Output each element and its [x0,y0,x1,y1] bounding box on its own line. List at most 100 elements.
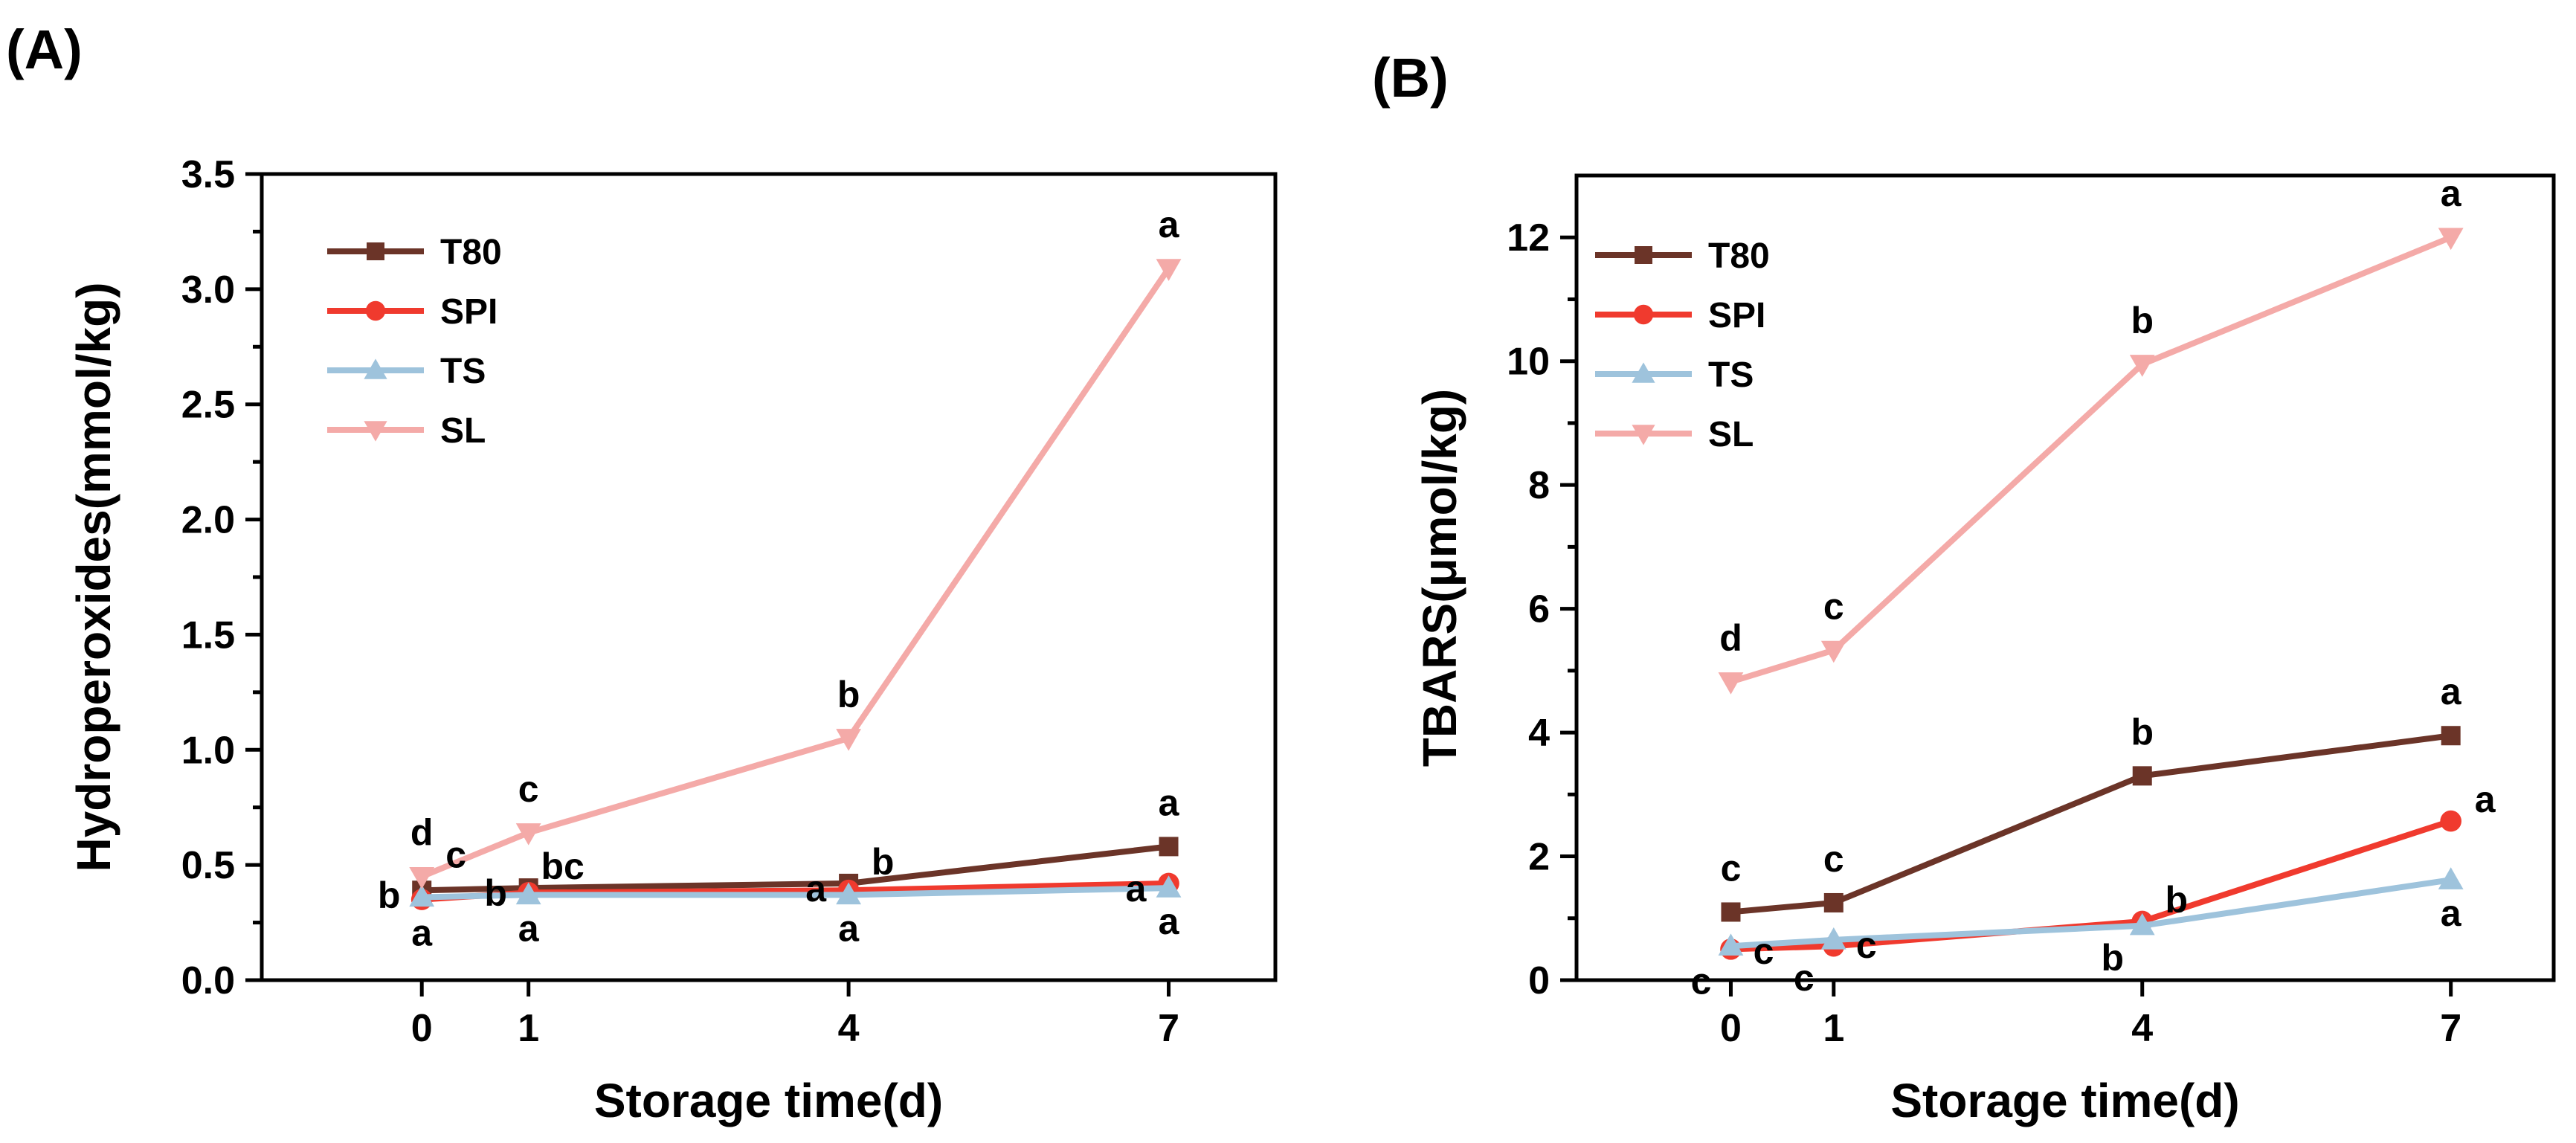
y-tick-label: 1.5 [181,614,235,657]
legend-label-t80: T80 [440,233,502,272]
x-tick-label: 0 [1720,1007,1742,1050]
plot-frame [1574,173,2556,982]
legend-label-sl: SL [1708,415,1754,454]
y-tick-label: 8 [1528,464,1550,507]
legend-marker-ts [1632,362,1655,383]
data-point-ts [515,882,541,905]
significance-label: c [445,834,466,876]
significance-label: a [805,868,827,909]
significance-label: c [1691,960,1712,1002]
panel-label: (A) [6,19,83,80]
x-tick-label: 7 [1158,1007,1179,1050]
x-tick-label: 7 [2440,1007,2461,1050]
legend: T80 SPI TS SL [327,233,502,451]
significance-label: b [2101,937,2124,979]
data-point-sl [1718,672,1744,695]
data-point-ts [1820,927,1846,950]
significance-label: c [1794,957,1815,999]
series-line-sl [1730,234,2453,685]
y-tick-label: 2 [1528,836,1550,879]
x-tick-label: 0 [411,1007,433,1050]
significance-label: b [2131,711,2154,753]
y-tick-label: 1.0 [181,729,235,772]
significance-label: a [2475,779,2496,820]
legend-marker-t80 [367,242,384,260]
data-point-t80 [1721,902,1741,922]
legend-label-t80: T80 [1708,236,1770,276]
y-tick-label: 12 [1507,216,1550,260]
series-line-ts [1730,877,2452,950]
series-ts [409,875,1182,907]
significance-label: a [1159,901,1180,942]
data-point-t80 [1159,837,1179,857]
significance-label: a [411,912,433,954]
significance-label: c [1754,930,1774,972]
significance-label: b [484,872,507,914]
data-point-sl [836,729,862,751]
data-point-t80 [2441,726,2461,746]
legend-marker-spi [1633,304,1654,325]
y-axis-title: TBARS(μmol/kg) [1413,389,1466,767]
data-point-sl [2438,228,2464,251]
y-tick-label: 0.0 [181,959,235,1002]
significance-label: c [518,768,539,810]
y-tick-label: 2.5 [181,384,235,427]
significance-label: c [1823,585,1844,627]
significance-label: bc [541,846,585,887]
y-tick-label: 2.0 [181,499,235,542]
x-tick-label: 4 [2131,1007,2153,1050]
panel-label: (B) [1372,47,1449,109]
significance-label: a [1159,204,1180,245]
data-point-spi [2440,810,2461,832]
legend-marker-t80 [1635,246,1652,264]
significance-label: c [1856,924,1877,966]
significance-label: a [1159,782,1180,823]
series-line-ts [422,885,1169,901]
plot-frame [260,172,1278,982]
legend-label-sl: SL [440,411,486,451]
significance-label: b [2131,300,2154,341]
y-tick-label: 0.5 [181,844,235,887]
legend-marker-sl [1632,425,1655,445]
legend-marker-ts [364,358,387,379]
significance-label: b [378,875,401,916]
series-line-sl [420,266,1171,880]
data-point-sl [1820,640,1846,663]
significance-label: b [2165,879,2188,921]
x-tick-label: 4 [838,1007,860,1050]
legend: T80 SPI TS SL [1595,236,1770,454]
y-tick-label: 10 [1507,341,1550,384]
data-point-ts [2129,912,2155,936]
data-point-ts [836,882,862,905]
significance-label: a [2441,892,2462,934]
legend-label-ts: TS [1708,355,1754,395]
y-axis-title: Hydroperoxides(mmol/kg) [67,282,120,872]
significance-label: c [1823,838,1844,880]
y-tick-label: 3.0 [181,268,235,312]
x-tick-label: 1 [518,1007,539,1050]
data-point-sl [1156,259,1182,281]
significance-label: b [872,841,895,883]
data-point-t80 [2132,766,2152,786]
significance-label: d [410,812,434,854]
x-tick-label: 1 [1823,1007,1844,1050]
series-t80 [1721,726,2461,922]
significance-label: a [838,907,860,949]
data-point-ts [2438,867,2464,889]
y-tick-label: 6 [1528,588,1550,631]
y-tick-label: 3.5 [181,153,235,196]
series-ts [1718,867,2464,956]
significance-label: a [1126,868,1147,909]
data-point-sl [2129,355,2155,377]
significance-label: b [837,674,860,715]
significance-label: a [518,907,540,949]
x-axis-title: Storage time(d) [1890,1074,2239,1127]
significance-label: d [1719,617,1742,659]
y-tick-label: 0 [1528,959,1550,1002]
chart-panel-b: (B) 0 2 4 6 8 10 12 0 1 4 7 Storage time(d) TBARS(μmo… [1372,47,2556,1127]
significance-label: a [2441,671,2462,712]
significance-label: a [2441,173,2462,214]
x-axis-title: Storage time(d) [594,1074,943,1127]
chart-panel-a: (A) 0.0 0.5 1.0 1.5 2.0 2.5 3.0 3.5 0 1 4 7 Storage t… [6,19,1278,1127]
